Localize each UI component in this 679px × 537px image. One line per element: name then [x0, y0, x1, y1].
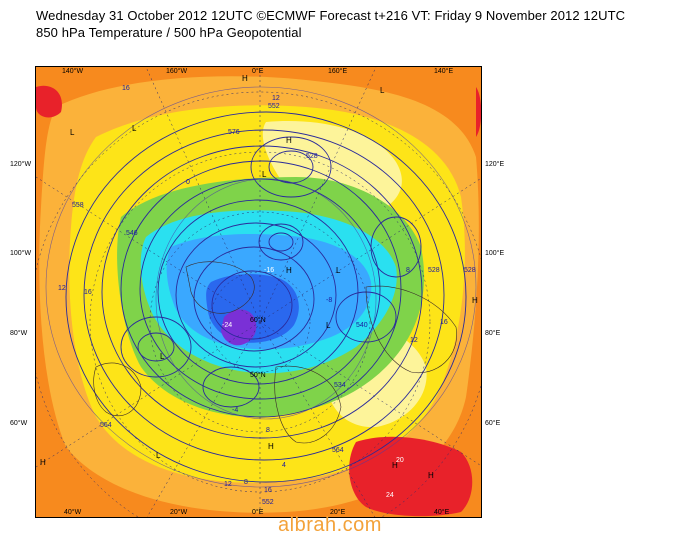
temp-label: 12 [58, 285, 66, 292]
temp-label: -24 [222, 322, 233, 329]
lon-label-left: 100°W [10, 250, 32, 257]
temp-label: 16 [264, 487, 272, 494]
geopotential-label: 540 [356, 322, 368, 329]
temp-field-purple [221, 309, 257, 346]
geopotential-label: 564 [332, 447, 344, 454]
pressure-centre: H [242, 74, 248, 83]
lon-label-top: 160°W [166, 68, 188, 75]
geopotential-label: 558 [72, 202, 84, 209]
temp-label: 16 [84, 289, 92, 296]
pressure-centre: L [70, 128, 75, 137]
temp-label: 12 [224, 481, 232, 488]
geopotential-label: 528 [464, 267, 476, 274]
geopotential-label: 534 [334, 382, 346, 389]
lat-label: 50°N [250, 372, 266, 379]
lon-label-left: 60°W [10, 420, 28, 427]
pressure-centre: L [156, 451, 161, 460]
pressure-centre: L [160, 352, 165, 361]
temp-label: -8 [326, 297, 333, 304]
forecast-title: Wednesday 31 October 2012 12UTC ©ECMWF F… [36, 8, 626, 23]
pressure-centre: L [380, 86, 385, 95]
lat-label: 60°N [250, 317, 266, 324]
temp-label: 16 [440, 319, 448, 326]
lon-label-right: 120°E [485, 161, 505, 168]
pressure-centre: L [132, 124, 137, 133]
watermark: albrah.com [278, 514, 382, 536]
pressure-centre: H [268, 442, 274, 451]
graticule [36, 67, 481, 517]
lon-label-right: 60°E [485, 420, 501, 427]
temp-label: 0 [186, 179, 190, 186]
lon-label-bottom: 20°E [330, 509, 346, 516]
geopotential-label: 552 [262, 499, 274, 506]
coastlines [93, 261, 457, 444]
pressure-centre: H [286, 266, 292, 275]
temp-label: 24 [386, 492, 394, 499]
pressure-centre: L [336, 266, 341, 275]
lon-label-bottom: 40°E [434, 509, 450, 516]
temp-label: 8 [266, 427, 270, 434]
lon-label-left: 120°W [10, 161, 32, 168]
lon-label-left: 80°W [10, 330, 28, 337]
temp-label: 8 [406, 267, 410, 274]
lon-label-bottom: 40°W [64, 509, 82, 516]
pressure-centre: H [428, 471, 434, 480]
field-description: 850 hPa Temperature / 500 hPa Geopotenti… [36, 25, 302, 40]
geopotential-label: 528 [428, 267, 440, 274]
temp-field-red [349, 436, 473, 517]
geopotential-label: 552 [268, 103, 280, 110]
temp-label: 12 [272, 95, 280, 102]
temp-label: 4 [282, 462, 286, 469]
lon-label-top: 140°E [434, 68, 454, 75]
geopotential-label: 576 [228, 129, 240, 136]
lon-label-right: 100°E [485, 250, 505, 257]
lon-label-bottom: 20°W [170, 509, 188, 516]
pressure-centre: H [392, 461, 398, 470]
lon-label-right: 80°E [485, 330, 501, 337]
temp-label: -16 [264, 267, 275, 274]
geopotential-label: 564 [100, 422, 112, 429]
lon-label-top: 140°W [62, 68, 84, 75]
lon-label-bottom: 0°E [252, 509, 264, 516]
pressure-centre: H [472, 296, 478, 305]
pressure-centre: H [286, 136, 292, 145]
geopotential-label: 546 [126, 230, 138, 237]
temp-label: 20 [396, 457, 404, 464]
temp-label: 12 [410, 337, 418, 344]
map-fields [36, 67, 481, 517]
geopotential-label: 528 [306, 153, 318, 160]
lon-label-top: 0°E [252, 68, 264, 75]
lon-label-top: 160°E [328, 68, 348, 75]
temperature-contours [45, 86, 477, 488]
temp-label: -4 [232, 407, 239, 414]
pressure-centre: L [326, 321, 331, 330]
pressure-centre: L [262, 170, 267, 179]
temp-label: 16 [122, 85, 130, 92]
temp-label: 8 [244, 479, 248, 486]
forecast-map: 140°W 160°W 0°E 160°E 140°E 40°W 20°W 0°… [35, 66, 482, 518]
pressure-centre: H [40, 458, 46, 467]
